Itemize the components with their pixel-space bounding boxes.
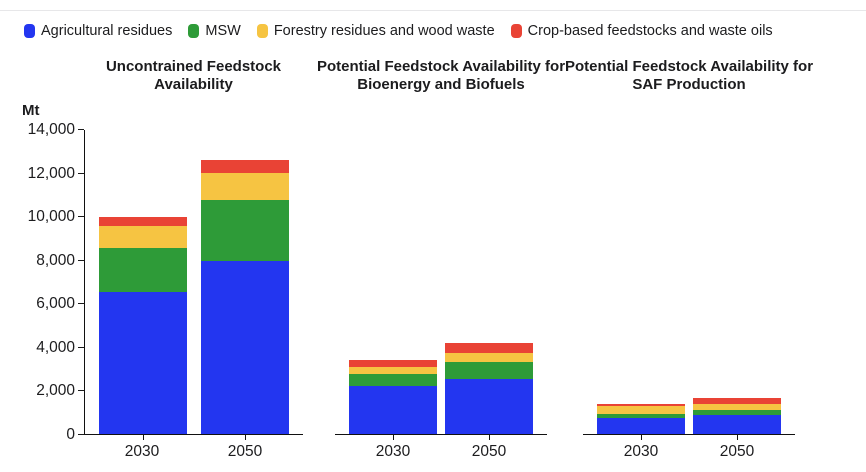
bar-segment-crop-based-feedstocks-waste-oils[interactable] <box>445 342 533 353</box>
title-line: Potential Feedstock Availability for <box>564 58 814 75</box>
legend-item-msw[interactable]: MSW <box>188 22 241 40</box>
panel-title-unconstrained: Uncontrained Feedstock Availability <box>84 58 303 94</box>
y-tick-label: 10,000 <box>27 208 75 226</box>
stacked-bar-2030[interactable] <box>349 130 437 440</box>
stacked-bar-2050[interactable] <box>201 130 289 440</box>
bar-segment-forestry-residues-wood-waste[interactable] <box>201 173 289 200</box>
y-tick-mark <box>78 129 84 130</box>
panel-title-saf: Potential Feedstock Availability for SAF… <box>565 58 813 94</box>
title-line: Uncontrained Feedstock <box>105 58 282 75</box>
y-tick-label: 8,000 <box>36 251 75 269</box>
bar-segment-msw[interactable] <box>693 410 781 416</box>
legend-item-crop-based[interactable]: Crop-based feedstocks and waste oils <box>510 22 773 40</box>
legend-swatch-crop-based <box>510 24 522 38</box>
title-line: SAF Production <box>632 76 746 93</box>
y-tick-label: 0 <box>66 426 75 443</box>
title-line: Availability <box>154 76 233 93</box>
stacked-bar-2030[interactable] <box>597 130 685 440</box>
panel-unconstrained-plot <box>84 130 303 440</box>
bar-segment-agricultural-residues[interactable] <box>349 386 437 434</box>
y-tick-label: 2,000 <box>36 382 75 400</box>
x-tick-label: 2050 <box>471 443 507 460</box>
y-tick-label: 6,000 <box>36 295 75 313</box>
y-tick-mark <box>78 216 84 218</box>
bar-segment-msw[interactable] <box>99 248 187 292</box>
y-axis-unit-row: Mt <box>0 103 866 118</box>
bar-segment-crop-based-feedstocks-waste-oils[interactable] <box>201 160 289 174</box>
x-tick-label: 2030 <box>375 443 411 460</box>
x-tick-label: 2050 <box>719 443 755 460</box>
stacked-bar-2030[interactable] <box>99 130 187 440</box>
bar-segment-crop-based-feedstocks-waste-oils[interactable] <box>597 403 685 406</box>
bar-segment-msw[interactable] <box>597 413 685 418</box>
legend-item-forestry-residues[interactable]: Forestry residues and wood waste <box>256 22 495 40</box>
y-tick-label: 12,000 <box>27 164 75 182</box>
stacked-bar-2050[interactable] <box>693 130 781 440</box>
y-tick-mark <box>78 390 84 392</box>
y-tick-mark <box>78 434 84 435</box>
legend-swatch-agricultural-residues <box>24 24 35 38</box>
legend-swatch-forestry-residues <box>256 24 268 38</box>
bar-segment-forestry-residues-wood-waste[interactable] <box>693 404 781 411</box>
bar-segment-agricultural-residues[interactable] <box>201 261 289 434</box>
panel-title-bioenergy: Potential Feedstock Availability for Bio… <box>317 58 565 94</box>
bar-segment-agricultural-residues[interactable] <box>597 417 685 434</box>
chart-area: 0 2,000 4,000 6,000 8,000 10,000 12,000 14,000 … <box>0 122 866 460</box>
legend-label-msw: MSW <box>205 23 241 39</box>
y-tick-mark <box>78 346 84 348</box>
panel-saf-plot <box>583 130 795 440</box>
bar-segment-forestry-residues-wood-waste[interactable] <box>349 366 437 375</box>
y-tick-label: 14,000 <box>27 121 75 138</box>
title-line: Bioenergy and Biofuels <box>357 76 525 93</box>
bar-segment-crop-based-feedstocks-waste-oils[interactable] <box>693 398 781 405</box>
legend-swatch-msw <box>188 24 200 38</box>
bar-segment-forestry-residues-wood-waste[interactable] <box>445 352 533 363</box>
y-tick-label: 4,000 <box>36 338 75 356</box>
y-tick-mark <box>78 172 84 174</box>
legend-label-agricultural-residues: Agricultural residues <box>41 23 173 39</box>
bar-segment-forestry-residues-wood-waste[interactable] <box>597 406 685 414</box>
top-divider <box>0 10 866 11</box>
bar-segment-msw[interactable] <box>201 199 289 262</box>
y-axis: 0 2,000 4,000 6,000 8,000 10,000 12,000 14,000 <box>0 122 84 443</box>
bar-segment-msw[interactable] <box>349 374 437 387</box>
x-axis-labels-unconstrained: 2030 2050 <box>84 435 303 460</box>
bar-segment-agricultural-residues[interactable] <box>99 291 187 434</box>
bar-segment-agricultural-residues[interactable] <box>445 378 533 434</box>
bar-segment-crop-based-feedstocks-waste-oils[interactable] <box>99 216 187 226</box>
y-axis-unit-label: Mt <box>22 102 40 119</box>
x-tick-label: 2050 <box>227 443 263 460</box>
legend-item-agricultural-residues[interactable]: Agricultural residues <box>24 22 172 40</box>
title-line: Potential Feedstock Availability for <box>316 58 566 75</box>
x-axis-labels-bioenergy: 2030 2050 <box>335 435 547 460</box>
bar-segment-msw[interactable] <box>445 362 533 379</box>
chart-legend: Agricultural residues MSW Forestry resid… <box>0 11 866 40</box>
legend-label-forestry-residues: Forestry residues and wood waste <box>273 23 495 39</box>
x-tick-label: 2030 <box>124 443 160 460</box>
y-tick-mark <box>78 303 84 305</box>
panel-bioenergy-plot <box>335 130 547 440</box>
y-tick-mark <box>78 259 84 261</box>
x-tick-label: 2030 <box>623 443 659 460</box>
panel-titles-row: Uncontrained Feedstock Availability Pote… <box>0 58 866 94</box>
x-axis-labels-saf: 2030 2050 <box>583 435 795 460</box>
stacked-bar-2050[interactable] <box>445 130 533 440</box>
legend-label-crop-based: Crop-based feedstocks and waste oils <box>527 23 773 39</box>
bar-segment-forestry-residues-wood-waste[interactable] <box>99 225 187 249</box>
bar-segment-agricultural-residues[interactable] <box>693 415 781 434</box>
bar-segment-crop-based-feedstocks-waste-oils[interactable] <box>349 360 437 367</box>
